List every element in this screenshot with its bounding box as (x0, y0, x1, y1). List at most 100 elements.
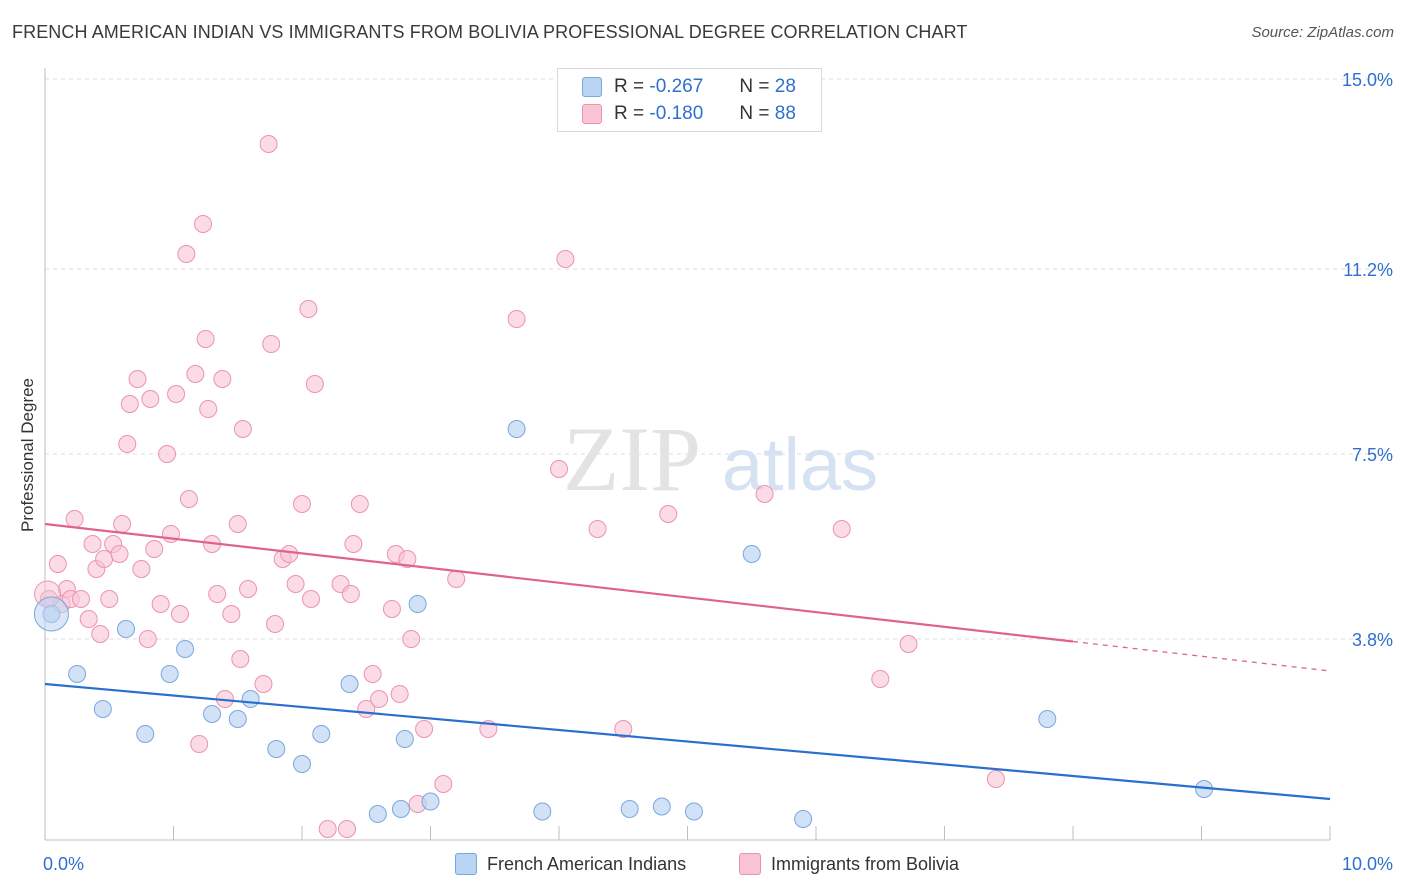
bottom-legend-pink[interactable]: Immigrants from Bolivia (739, 852, 959, 876)
trend-line-bolivia (44, 522, 1074, 643)
data-point-french-american-indian (652, 797, 671, 816)
data-point-bolivia (266, 615, 285, 633)
x-tick-label: 0.0% (43, 854, 84, 874)
tick-labels: 3.8% 7.5% 11.2% 15.0% 0.0% 10.0% (43, 70, 1393, 874)
data-point-bolivia (100, 590, 119, 608)
data-point-bolivia (208, 585, 227, 603)
data-point-bolivia (199, 400, 218, 418)
data-point-french-american-indian (93, 700, 112, 718)
data-point-bolivia (110, 545, 129, 563)
data-point-bolivia (305, 375, 324, 393)
bottom-legend-blue[interactable]: French American Indians (455, 852, 686, 876)
data-point-french-american-indian (408, 595, 427, 613)
watermark-zip: ZIP (563, 408, 701, 510)
data-point-bolivia (755, 485, 774, 503)
data-point-bolivia (79, 610, 98, 628)
data-point-bolivia (190, 735, 209, 753)
data-point-bolivia (402, 630, 421, 648)
data-point-bolivia (113, 515, 132, 533)
data-point-bolivia (158, 445, 177, 463)
data-point-bolivia (350, 495, 369, 513)
data-point-french-american-indian (176, 640, 195, 658)
data-point-bolivia (132, 560, 151, 578)
legend-n-value: 28 (774, 76, 796, 97)
data-point-french-american-indian (293, 755, 311, 773)
data-point-bolivia (832, 520, 851, 538)
data-point-bolivia (196, 330, 215, 348)
data-point-french-american-indian (507, 420, 526, 438)
data-point-bolivia (254, 675, 273, 693)
data-point-french-american-indian (228, 710, 247, 728)
chart-title: FRENCH AMERICAN INDIAN VS IMMIGRANTS FRO… (12, 22, 968, 42)
legend-r-value: -0.267 (649, 76, 704, 97)
legend-label-french-american-indians: French American Indians (487, 853, 687, 874)
legend-row-blue: R = -0.267 N = 28 (582, 75, 796, 99)
data-point-bolivia (398, 550, 417, 568)
data-point-bolivia (145, 540, 164, 558)
legend-r-label: R = (614, 76, 645, 97)
y-tick-label: 15.0% (1342, 70, 1393, 90)
data-point-french-american-indian (533, 802, 552, 821)
data-point-french-american-indian (340, 675, 359, 693)
data-point-bolivia (83, 535, 102, 553)
data-point-bolivia (415, 720, 434, 738)
data-point-bolivia (167, 385, 186, 403)
data-point-bolivia (259, 135, 278, 153)
data-point-french-american-indian (68, 665, 87, 683)
watermark-atlas: atlas (722, 423, 878, 506)
data-point-bolivia (293, 495, 311, 513)
data-point-french-american-indian (620, 800, 639, 818)
y-tick-label: 3.8% (1352, 630, 1393, 650)
data-point-bolivia (299, 300, 318, 318)
data-point-bolivia (871, 670, 890, 688)
y-axis-label: Professional Degree (18, 377, 37, 533)
data-point-bolivia (213, 370, 232, 388)
data-point-bolivia (382, 600, 401, 618)
x-tick-label: 10.0% (1342, 854, 1393, 874)
data-point-bolivia (434, 775, 453, 793)
data-point-bolivia (233, 420, 252, 438)
data-point-bolivia (899, 635, 918, 653)
data-point-bolivia (301, 590, 320, 608)
data-point-french-american-indian (136, 725, 155, 743)
data-point-bolivia (118, 435, 137, 453)
data-point-bolivia (507, 310, 526, 328)
legend-label-immigrants-from-bolivia: Immigrants from Bolivia (771, 853, 960, 874)
data-point-bolivia (262, 335, 281, 353)
data-point-bolivia (341, 585, 360, 603)
data-point-bolivia (337, 820, 356, 838)
data-point-bolivia (222, 605, 241, 623)
data-point-bolivia (177, 245, 196, 263)
data-point-french-american-indian (1038, 710, 1057, 728)
data-point-french-american-indian (391, 800, 410, 818)
data-point-bolivia (120, 395, 139, 413)
grid-lines (45, 78, 1392, 640)
data-point-bolivia (138, 630, 157, 648)
watermark: ZIP atlas (563, 408, 878, 510)
data-point-bolivia (128, 370, 147, 388)
data-point-bolivia (280, 545, 299, 563)
data-point-bolivia (550, 460, 568, 478)
data-point-bolivia (228, 515, 247, 533)
data-point-bolivia (344, 535, 363, 553)
data-point-french-american-indian (395, 730, 414, 748)
legend-swatch-blue (455, 853, 477, 875)
data-point-bolivia (986, 770, 1005, 788)
legend-n-label: N = (739, 76, 770, 97)
data-point-bolivia (194, 215, 213, 233)
y-tick-label: 7.5% (1352, 445, 1393, 465)
data-point-bolivia (170, 605, 189, 623)
data-point-french-american-indian (312, 725, 331, 743)
data-point-bolivia (48, 555, 67, 573)
data-point-french-american-indian (742, 545, 761, 563)
data-point-bolivia (141, 390, 160, 408)
correlation-legend: R = -0.267 N = 28 R = -0.180 N = 88 (557, 68, 822, 132)
data-point-bolivia (91, 625, 110, 643)
series-french-american-indian-points (33, 420, 1214, 828)
data-point-bolivia (231, 650, 250, 668)
data-point-french-american-indian-cluster (33, 596, 69, 632)
legend-n-label: N = (739, 103, 770, 124)
data-point-french-american-indian (421, 792, 440, 811)
legend-swatch-pink (582, 104, 602, 124)
